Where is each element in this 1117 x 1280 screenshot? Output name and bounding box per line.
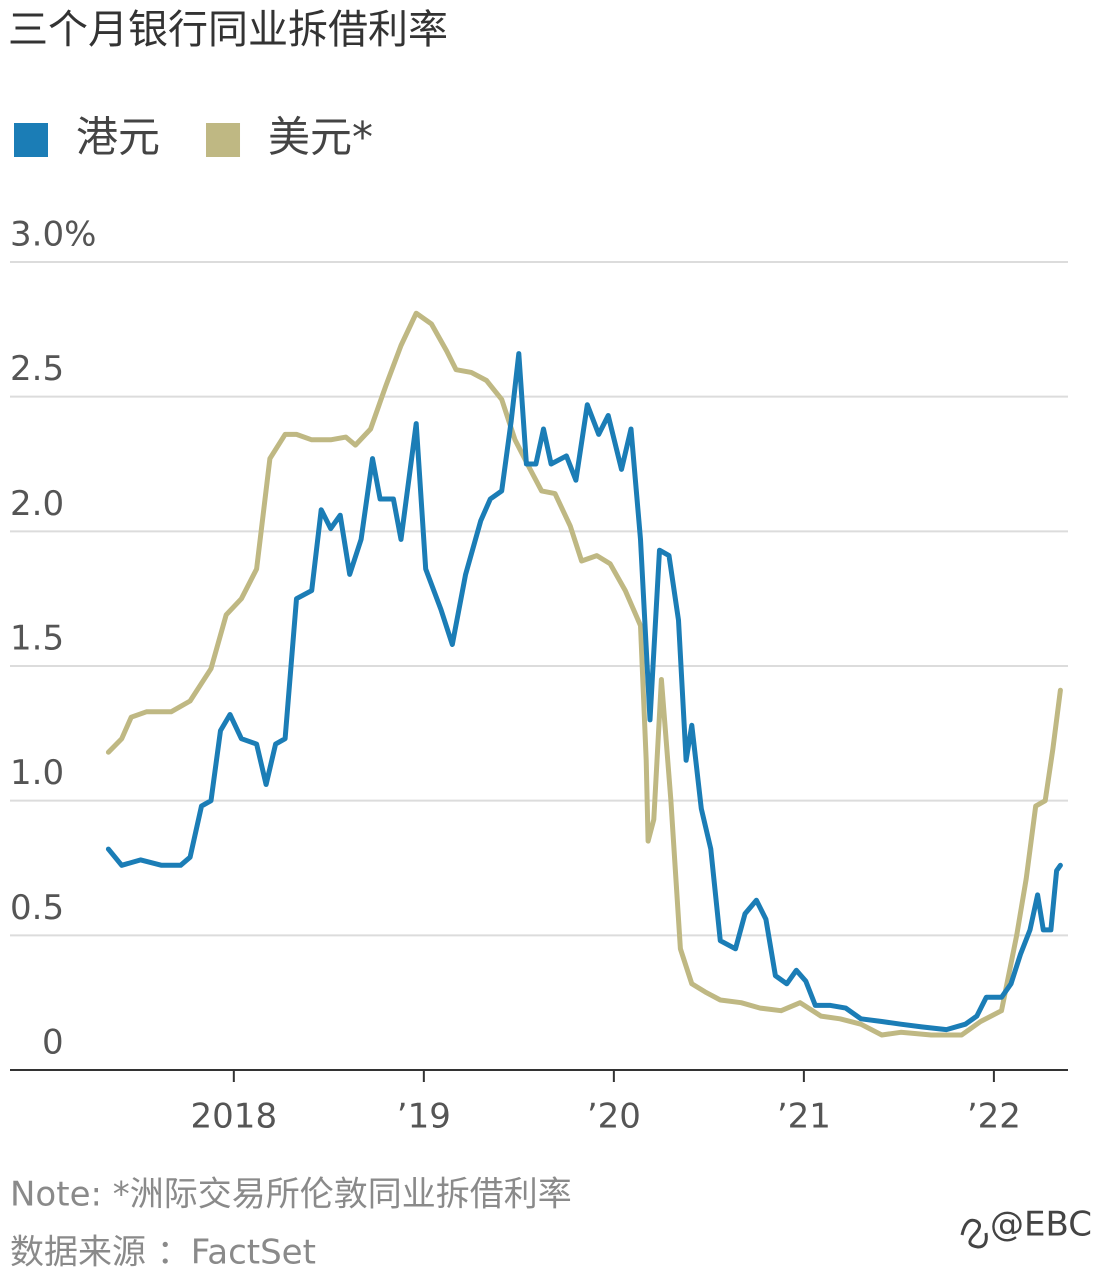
y-tick-label: 3.0% (10, 215, 96, 255)
legend-swatch (206, 123, 241, 157)
y-tick-label: 0.5 (10, 888, 64, 928)
x-tick-label: 2018 (191, 1097, 278, 1137)
y-tick-label: 2.5 (10, 349, 64, 389)
legend-label: 港元 (76, 113, 160, 162)
y-tick-label: 0 (42, 1023, 64, 1063)
y-tick-label: 1.5 (10, 619, 64, 659)
x-tick-label: ’20 (587, 1097, 641, 1137)
note: Note: *洲际交易所伦敦同业拆借利率 (10, 1175, 572, 1215)
series-line (105, 310, 1063, 1038)
y-tick-label: 2.0 (10, 484, 64, 524)
chart-title: 三个月银行同业拆借利率 (8, 7, 448, 53)
y-tick-label: 1.0 (10, 753, 64, 793)
x-tick-label: ’21 (777, 1097, 831, 1137)
source: 数据来源 ：FactSet (10, 1233, 316, 1273)
watermark-icon (960, 1218, 988, 1249)
x-tick-label: ’19 (397, 1097, 451, 1137)
legend-label: 美元* (268, 113, 373, 162)
series-line (105, 351, 1063, 1033)
x-tick-label: ’22 (967, 1097, 1021, 1137)
legend-swatch (14, 123, 48, 157)
watermark: @EBC (990, 1205, 1092, 1245)
